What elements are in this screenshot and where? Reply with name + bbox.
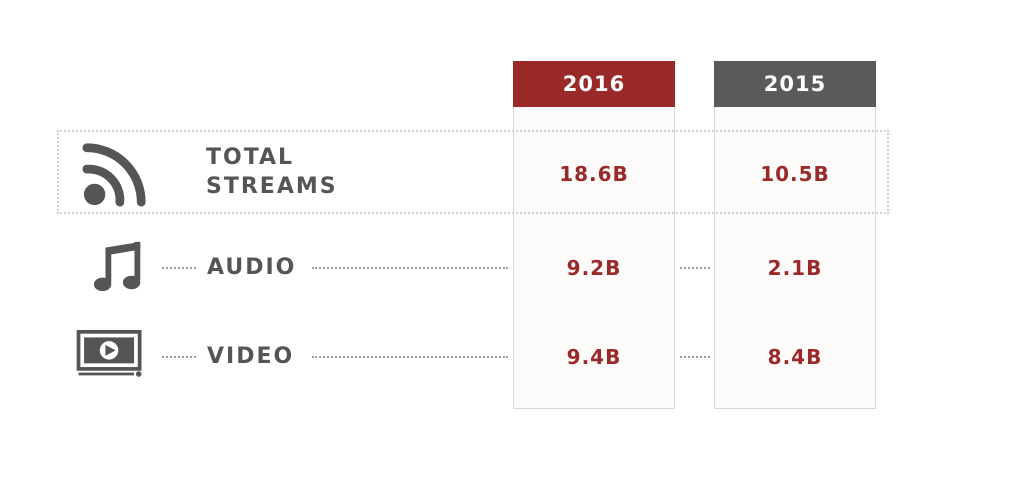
- value-audio-2016: 9.2B: [566, 256, 622, 280]
- row-label-total-line-2: STREAMS: [206, 174, 338, 199]
- value-video-2016: 9.4B: [566, 345, 622, 369]
- leader-video-left: [162, 356, 196, 358]
- column-2016: [513, 61, 675, 409]
- leader-video-mid: [312, 356, 508, 358]
- column-2015: [714, 61, 876, 409]
- leader-audio-mid: [312, 267, 508, 269]
- row-label-total-line-1: TOTAL: [206, 145, 295, 170]
- leader-audio-between: [680, 267, 710, 269]
- column-header-2015: 2015: [714, 61, 876, 107]
- leader-video-between: [680, 356, 710, 358]
- value-audio-2015: 2.1B: [767, 256, 823, 280]
- row-label-total-streams: TOTAL STREAMS: [206, 143, 338, 201]
- music-note-icon: [93, 241, 141, 292]
- value-total-2016: 18.6B: [559, 162, 629, 186]
- row-label-video: VIDEO: [207, 344, 295, 369]
- row-label-audio: AUDIO: [207, 255, 297, 280]
- rss-icon: [82, 143, 146, 207]
- monitor-play-icon: [76, 330, 142, 377]
- value-total-2015: 10.5B: [760, 162, 830, 186]
- total-streams-frame: [57, 130, 889, 214]
- value-video-2015: 8.4B: [767, 345, 823, 369]
- leader-audio-left: [162, 267, 196, 269]
- column-header-2016: 2016: [513, 61, 675, 107]
